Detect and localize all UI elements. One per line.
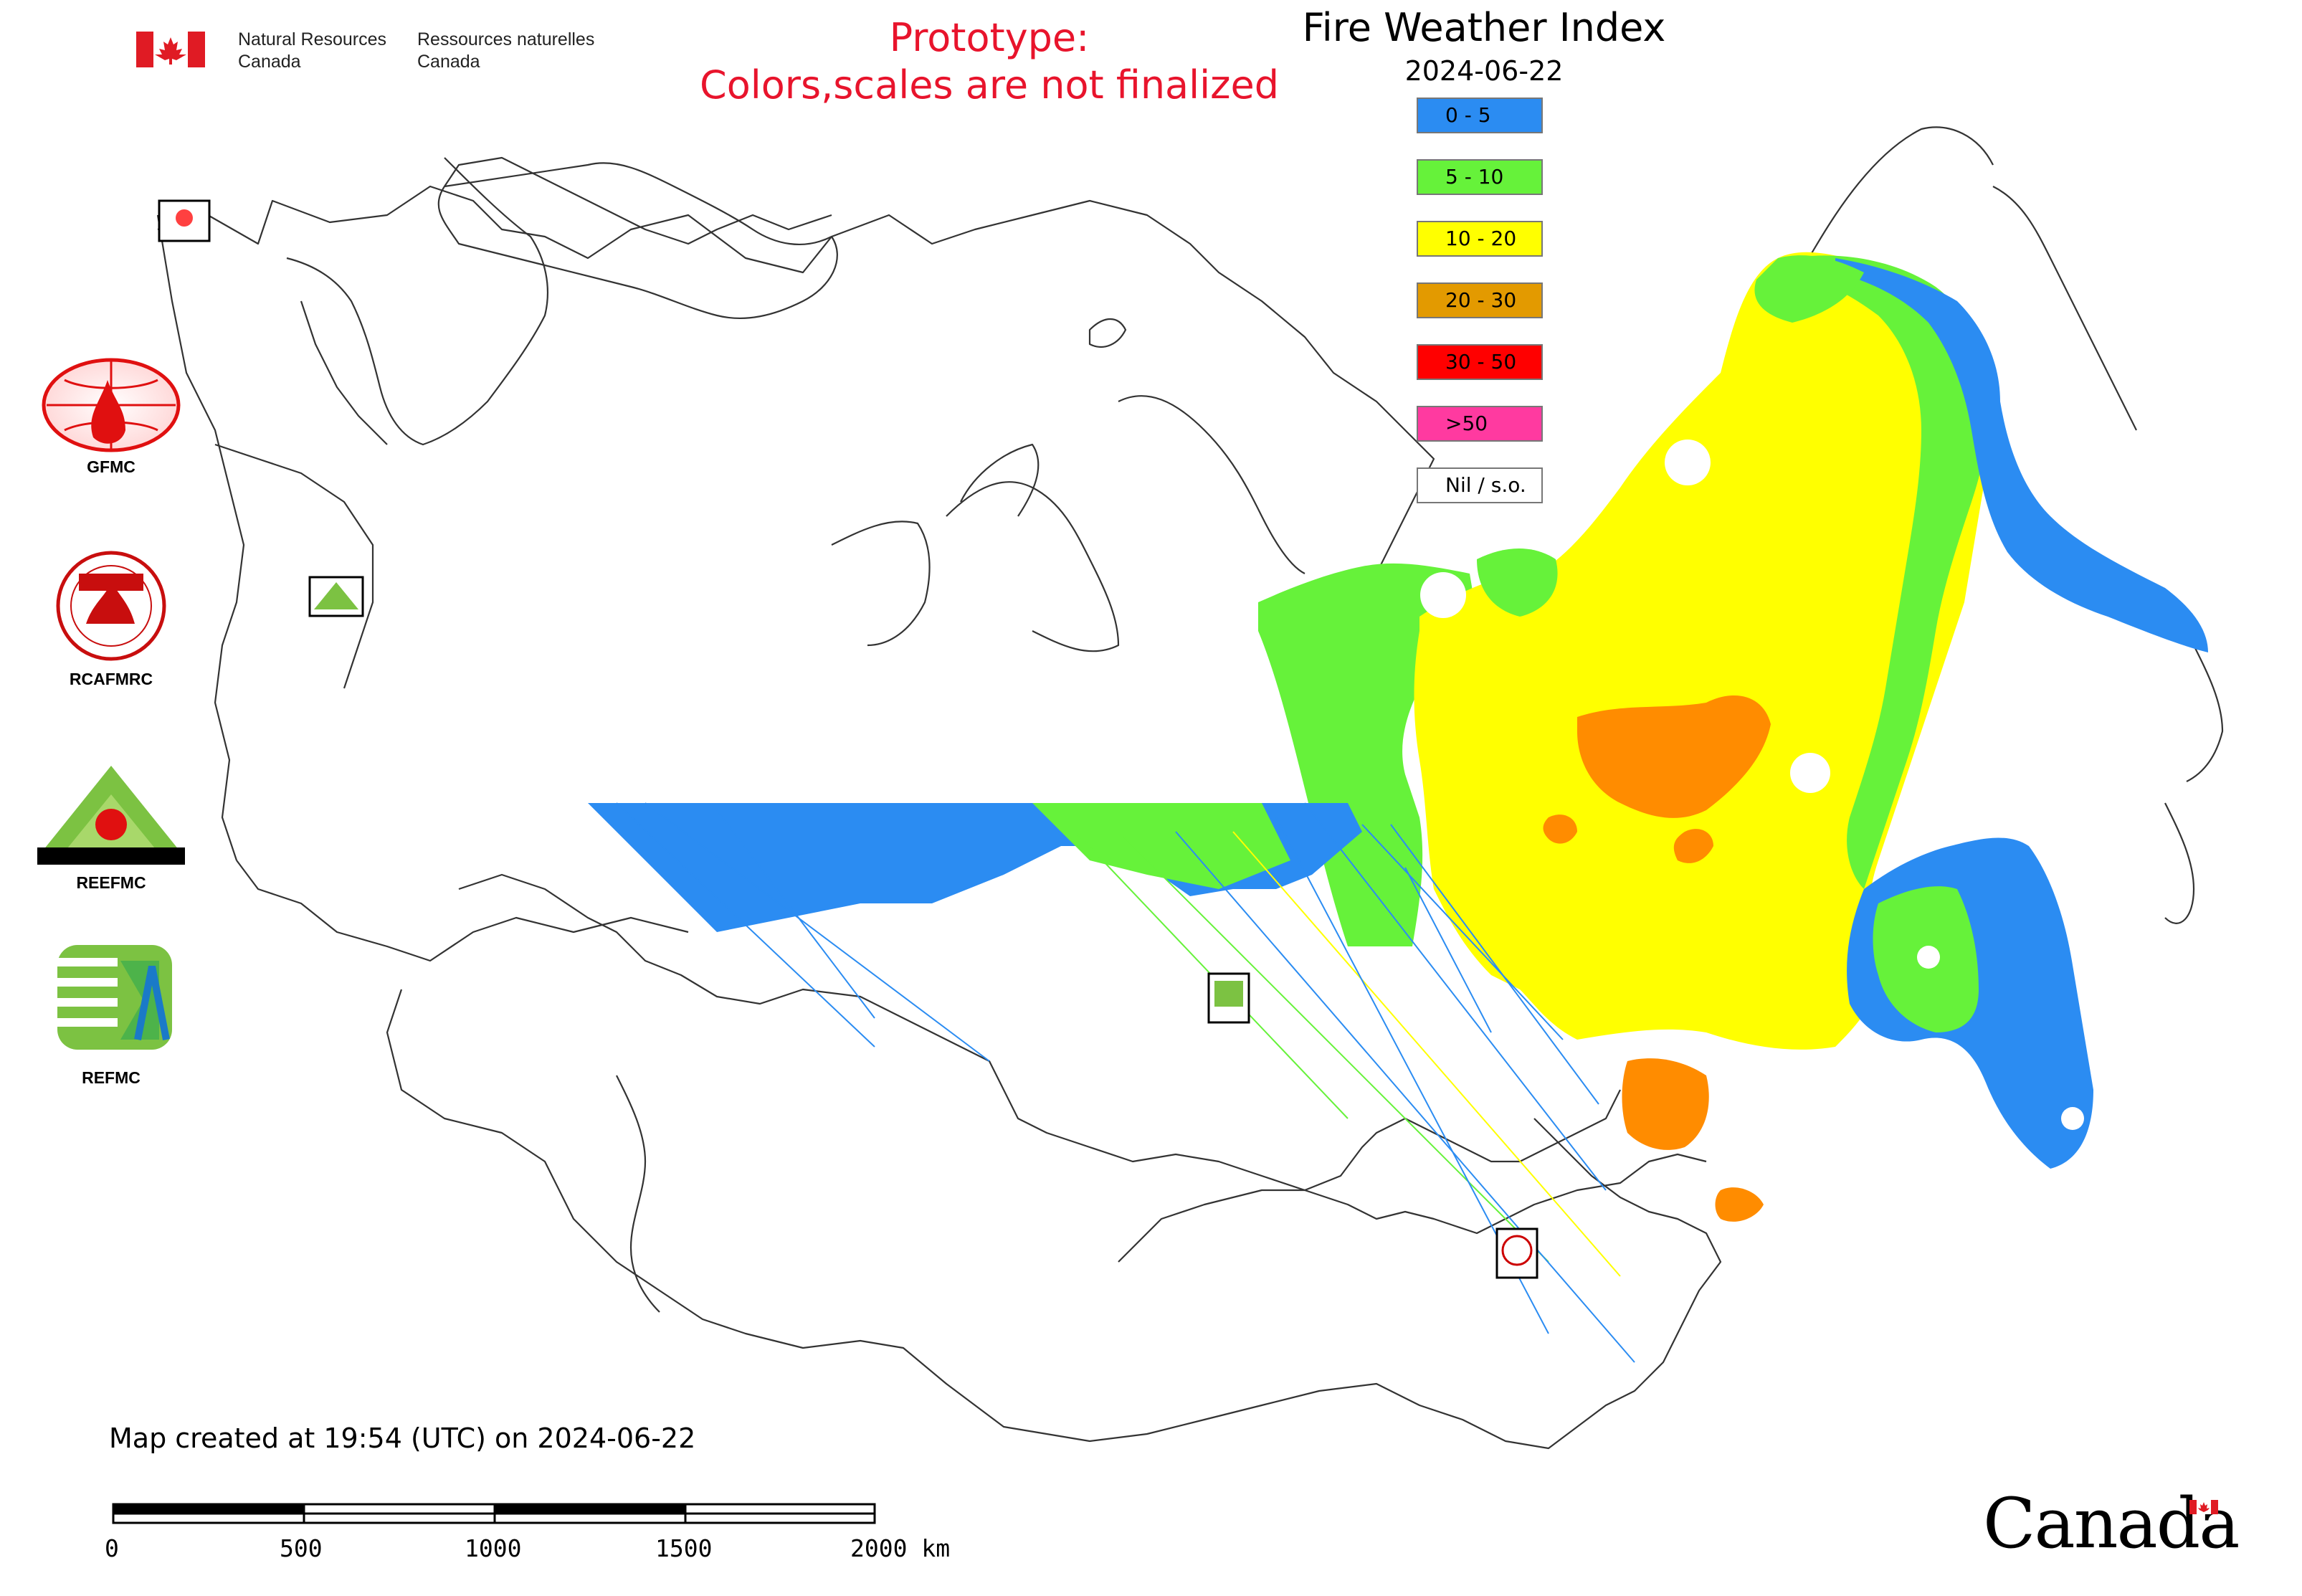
department-name-en: Natural Resources Canada [238, 29, 387, 72]
legend-item-30-50: 30 - 50 [1417, 344, 1543, 380]
legend-item-0-5: 0 - 5 [1417, 98, 1543, 133]
map-title: Fire Weather Index [1302, 5, 1666, 50]
caspian-outline [616, 1075, 660, 1313]
region-line-1 [214, 443, 374, 689]
refmc-logo [57, 945, 172, 1050]
logo-caption-reefmc: REEFMC [76, 873, 146, 892]
legend-item-10-20: 10 - 20 [1417, 221, 1543, 257]
taymyr-outline [946, 481, 1120, 652]
fwi-nil-hole-5 [2061, 1107, 2084, 1130]
fwi-nil-hole-4 [1917, 946, 1940, 969]
region-line-2 [300, 300, 388, 445]
fwi-zone-green-coast [1477, 548, 1558, 617]
sakhalin-outline [2164, 802, 2195, 924]
legend-item-nil: Nil / s.o. [1417, 467, 1543, 503]
scale-tick-0: 0 [105, 1534, 119, 1562]
logo-caption-gfmc: GFMC [87, 457, 135, 476]
prototype-notice: Prototype: Colors,scales are not finaliz… [700, 15, 1279, 108]
rcafmrc-logo [56, 551, 166, 661]
scale-bar [112, 1503, 876, 1524]
canada-wordmark-flag-icon [2189, 1500, 2218, 1514]
logo-caption-rcafmrc: RCAFMRC [69, 670, 153, 688]
fwi-zone-green-north [1754, 255, 1864, 323]
scale-tick-1500: 1500 [655, 1534, 713, 1562]
country-border-outline [157, 185, 1435, 617]
fwi-nil-hole-2 [1790, 753, 1830, 793]
fwi-zone-orange-central [1577, 695, 1771, 818]
legend-item-5-10: 5 - 10 [1417, 159, 1543, 195]
fwi-zone-orange-small-2 [1543, 814, 1577, 844]
fwi-zone-yellow-main [1414, 252, 1991, 1050]
legend-item-gt-50: >50 [1417, 406, 1543, 442]
fwi-streak-green [1032, 803, 1290, 889]
scale-tick-2000: 2000 km [850, 1534, 951, 1562]
yamal-outline [831, 521, 931, 647]
logo-caption-refmc: REFMC [82, 1068, 141, 1087]
map-date: 2024-06-22 [1404, 55, 1564, 87]
fwi-raster [1258, 252, 2208, 1222]
map-markers [158, 199, 1538, 1279]
kazakhstan-outline [458, 873, 1621, 1192]
scandinavia-outline [286, 157, 549, 446]
kola-peninsula-outline [437, 162, 838, 320]
fwi-zone-orange-small-3 [1715, 1187, 1764, 1222]
canada-wordmark: Canada [1983, 1483, 2240, 1564]
western-border-outline [236, 860, 689, 962]
central-asia-border-outline [386, 989, 1722, 1450]
north-coast-outline [444, 156, 832, 245]
department-name-fr: Ressources naturelles Canada [417, 29, 595, 72]
fwi-nil-hole-1 [1665, 440, 1711, 485]
canada-flag-icon [136, 32, 205, 67]
gfmc-logo [42, 358, 181, 452]
far-east-coast-outline [2186, 645, 2224, 782]
novaya-zemlya-outline [960, 443, 1040, 517]
mongolia-outline [1118, 1153, 1707, 1263]
basemap-outlines [156, 126, 2224, 1450]
fwi-zone-green-east [1792, 255, 1989, 889]
baltic-border-outline [156, 214, 245, 861]
scale-tick-500: 500 [280, 1534, 323, 1562]
scale-tick-1000: 1000 [465, 1534, 522, 1562]
reefmc-logo [37, 766, 185, 865]
fwi-zone-orange-south [1622, 1058, 1709, 1150]
arctic-coast-outline [1118, 395, 1305, 574]
northern-islands-outline [1088, 318, 1127, 348]
fwi-zone-orange-small-1 [1673, 829, 1713, 863]
kamchatka-outline [1992, 186, 2137, 431]
fwi-zone-blue-kamchatka [1835, 258, 2208, 652]
fwi-nil-hole-3 [1420, 572, 1466, 618]
legend-item-20-30: 20 - 30 [1417, 282, 1543, 318]
map-created-note: Map created at 19:54 (UTC) on 2024-06-22 [109, 1422, 696, 1454]
